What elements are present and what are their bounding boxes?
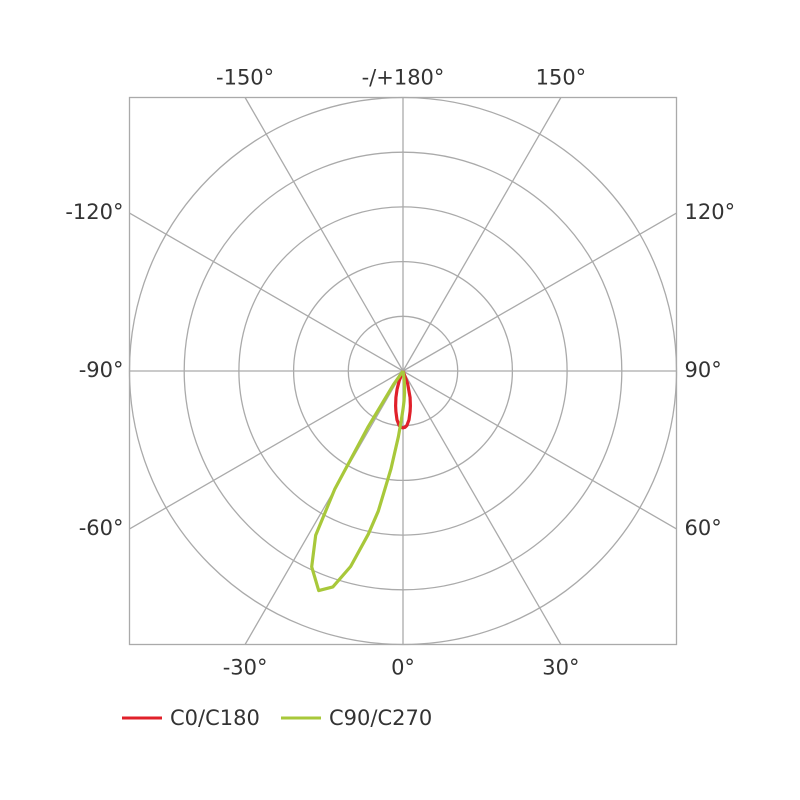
angle-label: -150° <box>216 66 274 90</box>
angle-label: -30° <box>223 656 268 680</box>
grid-spoke <box>402 97 562 372</box>
legend-label: C90/C270 <box>329 706 432 730</box>
grid-spoke <box>402 370 562 645</box>
angle-label: -120° <box>65 200 123 224</box>
angle-label: 150° <box>536 66 587 90</box>
grid-spoke <box>244 370 404 645</box>
grid-spoke <box>129 370 404 530</box>
angle-label: 30° <box>542 656 579 680</box>
angle-label: -90° <box>79 358 124 382</box>
grid-spoke <box>129 212 404 372</box>
angle-label: 90° <box>685 358 722 382</box>
series-curve <box>310 370 407 593</box>
angle-label: 0° <box>391 656 415 680</box>
legend-label: C0/C180 <box>170 706 260 730</box>
angle-label: 60° <box>685 516 722 540</box>
angle-label: 120° <box>685 200 736 224</box>
grid-spoke <box>402 212 677 372</box>
angle-label: -60° <box>79 516 124 540</box>
series-curve <box>394 370 412 430</box>
grid-spoke <box>244 97 404 372</box>
angle-label: -/+180° <box>362 66 445 90</box>
grid-spoke <box>402 370 677 530</box>
